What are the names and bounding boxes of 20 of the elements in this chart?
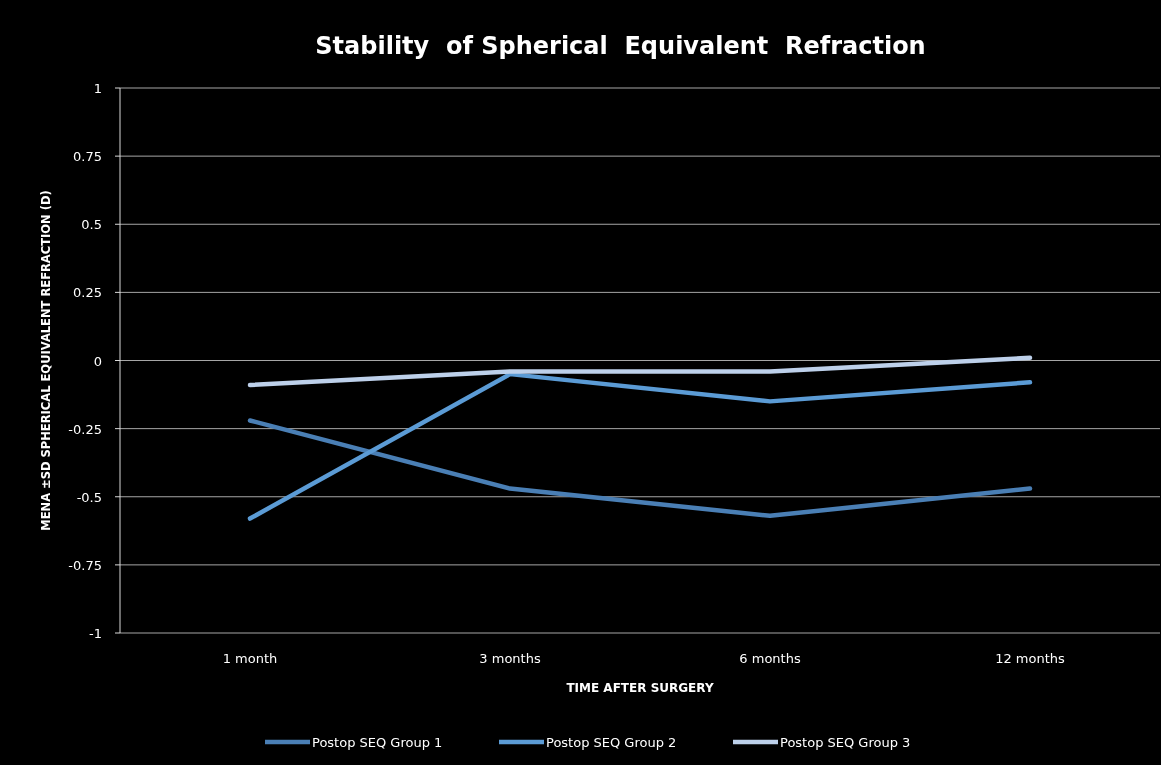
line-series (247, 371, 1033, 521)
chart-title: Stability of Spherical Equivalent Refraction (315, 32, 926, 60)
legend-label: Postop SEQ Group 3 (780, 735, 911, 750)
y-tick-label: -1 (89, 626, 102, 641)
x-tick-label: 3 months (479, 651, 541, 666)
y-tick-label: 0.25 (73, 285, 102, 301)
legend-label: Postop SEQ Group 2 (546, 735, 677, 750)
y-tick-label: -0.75 (68, 557, 102, 573)
y-axis-title: MENA ±SD SPHERICAL EQUIVALENT REFRACTION (D) (39, 190, 53, 531)
y-tick-label: 1 (93, 81, 102, 96)
y-tick-label: 0.75 (73, 149, 102, 165)
y-tick-label: 0 (93, 353, 102, 369)
legend-label: Postop SEQ Group 1 (312, 735, 443, 750)
x-tick-label: 1 month (222, 651, 278, 666)
y-tick-label: 0.5 (81, 217, 102, 233)
x-tick-label: 12 months (995, 651, 1066, 666)
x-axis-title: TIME AFTER SURGERY (566, 681, 714, 695)
x-tick-label: 6 months (739, 651, 801, 666)
y-tick-label: -0.5 (76, 489, 102, 505)
y-tick-label: -0.25 (68, 421, 102, 437)
